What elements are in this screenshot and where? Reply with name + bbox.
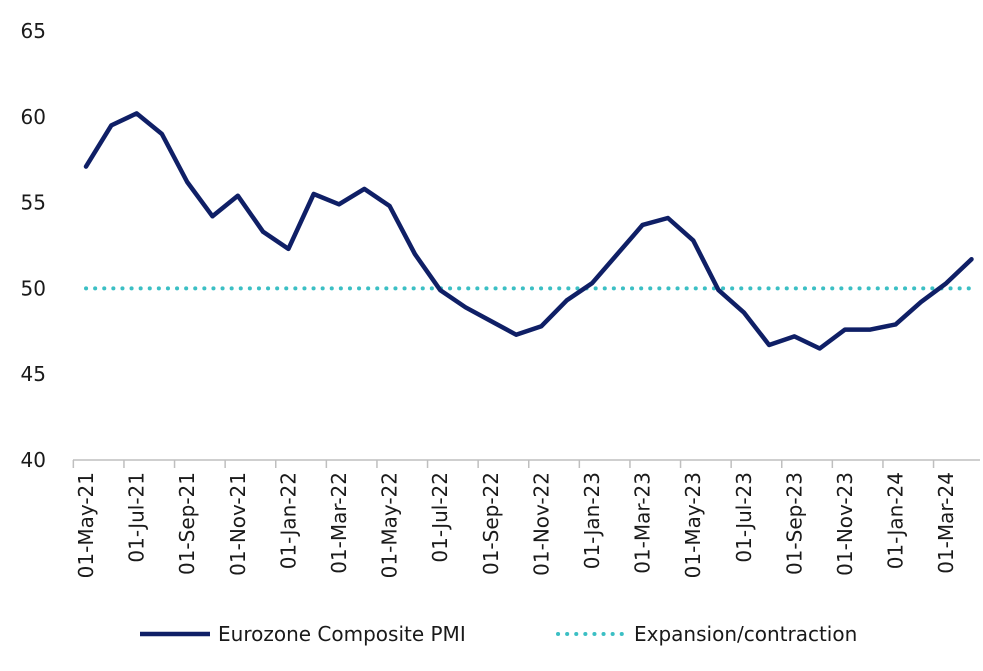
y-tick-label: 60 — [21, 105, 46, 129]
x-tick-label: 01-Jan-22 — [276, 472, 300, 569]
x-tick-label: 01-Mar-22 — [327, 472, 351, 574]
x-tick-label: 01-Nov-22 — [529, 472, 553, 576]
x-tick-label: 01-Sep-22 — [479, 472, 503, 575]
series-layer — [83, 111, 974, 351]
x-tick-label: 01-Sep-23 — [782, 472, 806, 575]
x-tick-label: 01-Nov-21 — [226, 472, 250, 576]
x-axis-tick-labels: 01-May-21 01-Jul-21 01-Sep-21 01-Nov-21 01-J… — [74, 472, 958, 578]
y-axis-tick-labels: 40 45 50 55 60 65 — [21, 19, 46, 472]
x-tick-label: 01-Jan-23 — [580, 472, 604, 569]
legend-label-eurozone-composite-pmi: Eurozone Composite PMI — [218, 622, 466, 646]
x-axis-ticks — [72, 460, 935, 468]
x-tick-label: 01-May-21 — [74, 472, 98, 578]
x-tick-label: 01-Mar-23 — [631, 472, 655, 574]
y-tick-label: 45 — [21, 362, 46, 386]
y-tick-label: 40 — [21, 448, 46, 472]
series-line-eurozone-composite-pmi — [83, 111, 974, 351]
x-tick-label: 01-Jul-22 — [428, 472, 452, 563]
x-tick-label: 01-May-23 — [681, 472, 705, 578]
legend-label-expansion-contraction: Expansion/contraction — [634, 622, 857, 646]
legend: Eurozone Composite PMI Expansion/contrac… — [140, 622, 857, 646]
y-tick-label: 65 — [21, 19, 46, 43]
x-tick-label: 01-Jan-24 — [884, 472, 908, 569]
x-tick-label: 01-May-22 — [378, 472, 402, 578]
x-tick-label: 01-Sep-21 — [175, 472, 199, 575]
x-tick-label: 01-Jul-21 — [125, 472, 149, 563]
y-tick-label: 50 — [21, 276, 46, 300]
x-tick-label: 01-Nov-23 — [833, 472, 857, 576]
x-tick-label: 01-Mar-24 — [934, 472, 958, 574]
x-tick-label: 01-Jul-23 — [732, 472, 756, 563]
y-tick-label: 55 — [21, 191, 46, 215]
